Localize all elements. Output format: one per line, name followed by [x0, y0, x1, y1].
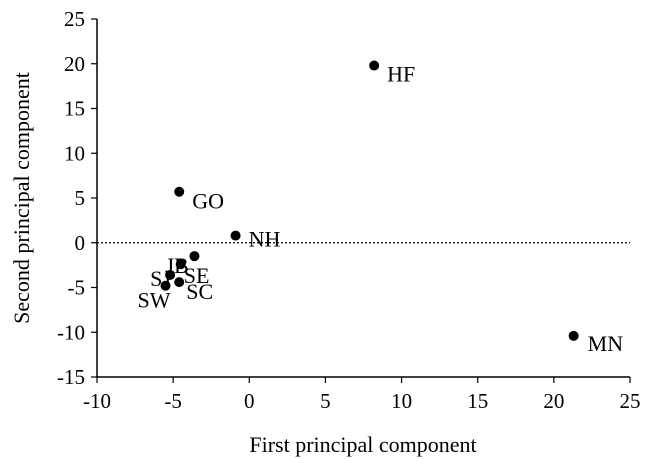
- y-tick-label: 0: [75, 231, 86, 255]
- y-axis-ticks: -15 -10 -5 0 5 10 15 20 25: [57, 7, 97, 389]
- plot-frame: [96, 19, 630, 378]
- x-tick-label: 0: [244, 389, 255, 413]
- point-label-sc: SC: [186, 279, 213, 304]
- x-tick-label: 25: [620, 389, 641, 413]
- x-axis-title: First principal component: [249, 432, 476, 457]
- y-tick-label: -10: [57, 320, 85, 344]
- point-label-sw: SW: [138, 288, 171, 313]
- point-label-hf: HF: [387, 62, 415, 87]
- point-label-se: SE: [184, 263, 210, 288]
- y-tick-label: 5: [75, 186, 86, 210]
- point-label-sj: SJ: [150, 266, 171, 291]
- point-label-nh: NH: [249, 227, 281, 252]
- y-tick-label: -15: [57, 365, 85, 389]
- y-axis-title: Second principal component: [9, 72, 34, 324]
- point-label-jb: JB: [165, 253, 188, 278]
- x-tick-label: 20: [543, 389, 564, 413]
- point-sj: [165, 269, 176, 280]
- point-sc: [174, 277, 185, 288]
- x-tick-label: -10: [83, 389, 111, 413]
- y-tick-label: 10: [64, 141, 85, 165]
- x-axis-ticks: -10 -5 0 5 10 15 20 25: [83, 377, 641, 413]
- x-tick-label: 15: [467, 389, 488, 413]
- point-se: [175, 259, 186, 270]
- point-go: [174, 186, 185, 197]
- point-jb: [189, 251, 200, 262]
- x-tick-label: 10: [391, 389, 412, 413]
- data-points: [160, 60, 579, 341]
- point-hf: [369, 60, 380, 71]
- y-tick-label: -5: [68, 276, 86, 300]
- y-tick-label: 20: [64, 52, 85, 76]
- point-sw: [160, 280, 171, 291]
- x-tick-label: -5: [164, 389, 182, 413]
- point-label-go: GO: [192, 189, 224, 214]
- point-mn: [568, 330, 579, 341]
- y-tick-label: 15: [64, 97, 85, 121]
- y-tick-label: 25: [64, 7, 85, 31]
- point-label-mn: MN: [588, 331, 624, 356]
- x-tick-label: 5: [320, 389, 331, 413]
- point-nh: [230, 230, 241, 241]
